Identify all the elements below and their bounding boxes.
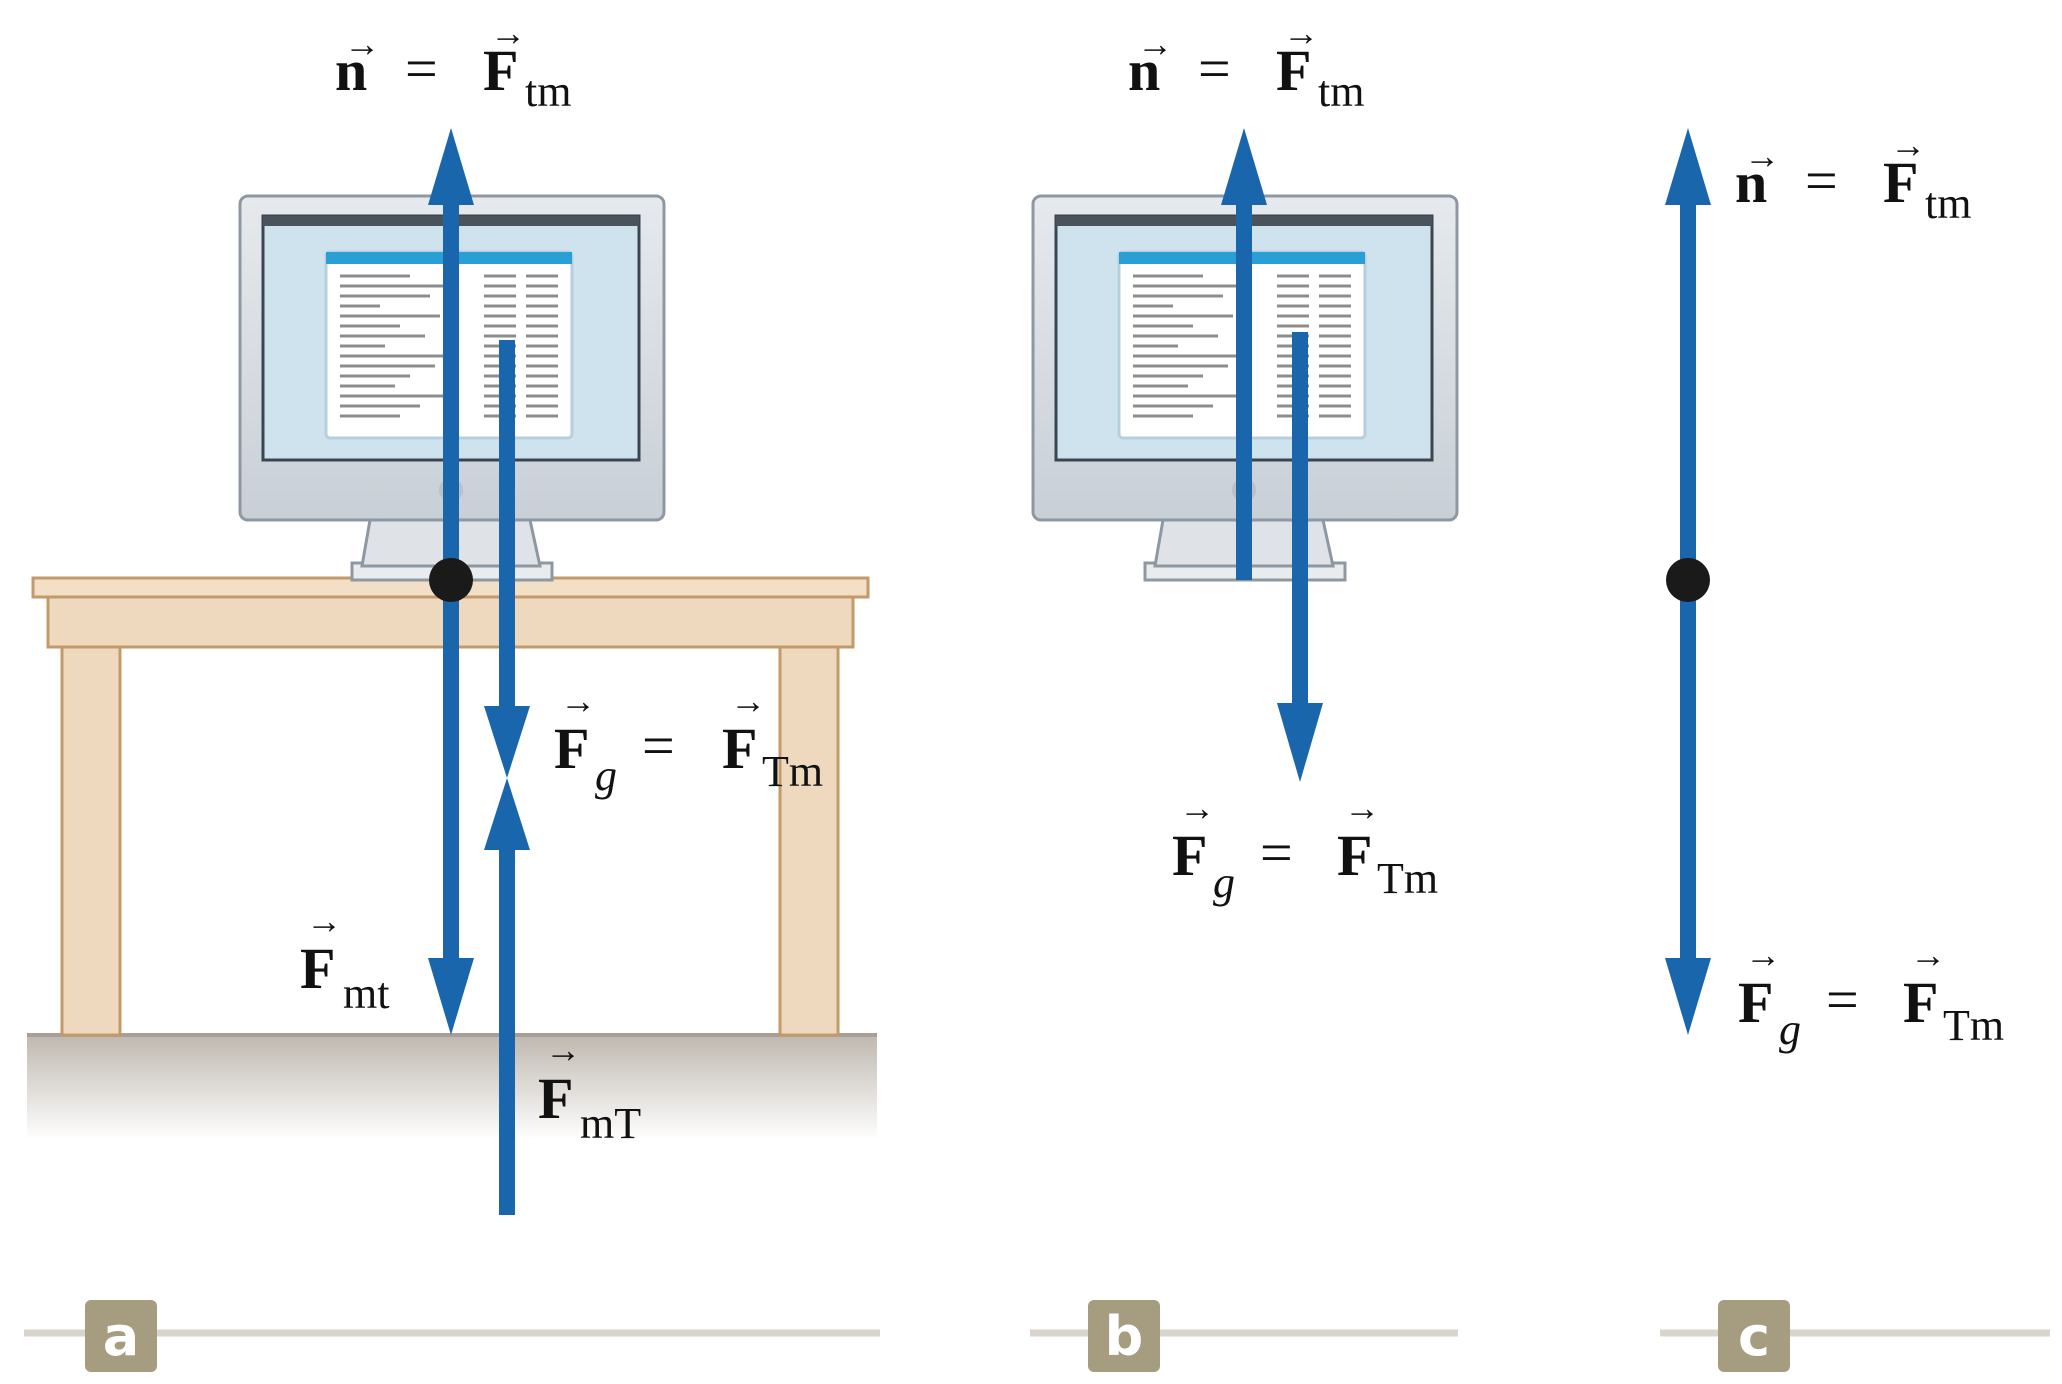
label-sub-Tm: Tm [1943,1001,2004,1050]
arrow-n-head-b [1221,128,1267,205]
panel-tag-c [1718,1300,1790,1372]
vector-arrow: → [344,24,380,64]
label-n-equals-ftm-b: → n = → F tm [1128,13,1364,116]
center-of-mass-dot-c [1666,558,1710,602]
label-F: F [1172,823,1207,888]
vector-arrow: → [1744,136,1780,176]
label-equals: = [1260,820,1293,885]
vector-arrow: → [1283,13,1319,53]
arrow-fmt-head [428,958,474,1035]
floor [27,1035,877,1140]
document-text-lines-b [1133,274,1351,418]
vector-arrow: → [1344,788,1380,828]
label-n: n [335,38,367,103]
label-F: F [554,716,589,781]
label-sub-g: g [1779,1005,1801,1054]
panel-tag-b [1088,1300,1160,1372]
label-sub-mT: mT [580,1099,641,1148]
vector-arrow: → [560,681,596,721]
label-sub-g: g [1213,858,1235,907]
label-sub-tm: tm [525,67,571,116]
panel-c: → n = → F tm → F g = → F Tm c [1660,125,2050,1372]
label-sub-mt: mt [343,969,389,1018]
panel-label-a: a [103,1305,139,1368]
label-F: F [1738,970,1773,1035]
vector-arrow: → [1745,935,1781,975]
label-fmT: → F mT [538,1030,641,1148]
arrow-n-head-a [428,128,474,205]
document-text-lines-a [340,274,558,418]
label-equals: = [1198,36,1231,101]
vector-arrow: → [1137,24,1173,64]
label-F: F [1276,38,1311,103]
panel-label-c: c [1738,1305,1770,1368]
arrow-n-head-c [1665,128,1711,205]
label-n: n [1128,38,1160,103]
vector-arrow: → [1890,125,1926,165]
vector-arrow: → [1179,788,1215,828]
arrow-fmT-head [484,778,530,850]
label-equals: = [1826,967,1859,1032]
label-F: F [1883,150,1918,215]
table-leg-left [60,643,122,1037]
label-F: F [483,38,518,103]
label-sub-g: g [595,751,617,800]
label-F: F [300,936,335,1001]
label-F: F [1903,970,1938,1035]
vector-arrow: → [490,13,526,53]
label-n-equals-ftm-c: → n = → F tm [1735,125,1971,228]
panel-b: → n = → F tm → F g = → F Tm b [1030,13,1459,1372]
label-sub-tm: tm [1925,179,1971,228]
panel-tag-a [85,1300,157,1372]
label-equals: = [405,36,438,101]
force-arrows-c [1665,128,1711,1035]
floor-edge [27,1033,877,1037]
force-arrows-a [428,128,530,1215]
panel-label-b: b [1105,1305,1144,1368]
vector-arrow: → [306,901,342,941]
center-of-mass-dot-a [429,558,473,602]
label-equals: = [1805,148,1838,213]
label-F: F [538,1066,573,1131]
panel-a: → n = → F tm → F g = → F Tm → F mt → F m… [24,13,880,1372]
label-equals: = [642,713,675,778]
table-leg-right [778,643,840,1037]
label-fg-equals-ftm-b: → F g = → F Tm [1172,788,1438,907]
vector-arrow: → [1910,935,1946,975]
arrow-fg-head-b [1277,703,1323,782]
label-F: F [1337,823,1372,888]
force-arrows-b [1221,128,1323,782]
vector-arrow: → [545,1030,581,1070]
label-n: n [1735,150,1767,215]
label-fg-equals-ftm-a: → F g = → F Tm [554,681,823,800]
label-fg-equals-ftm-c: → F g = → F Tm [1738,935,2004,1054]
label-sub-Tm: Tm [762,747,823,796]
vector-arrow: → [730,681,766,721]
label-fmt: → F mt [300,901,389,1018]
label-sub-tm: tm [1318,67,1364,116]
label-F: F [722,716,757,781]
label-n-equals-ftm-a: → n = → F tm [335,13,571,116]
arrow-fg-head-c [1665,958,1711,1035]
label-sub-Tm: Tm [1377,854,1438,903]
arrow-fg-head-a [484,706,530,778]
